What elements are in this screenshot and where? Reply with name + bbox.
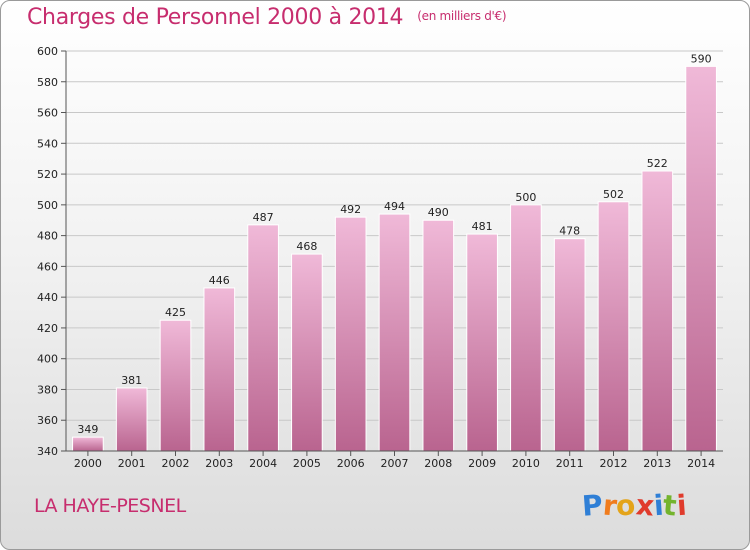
x-tick-label: 2000 <box>74 457 102 470</box>
x-tick-label: 2005 <box>293 457 321 470</box>
y-tick-label: 600 <box>37 45 58 58</box>
y-tick-label: 580 <box>37 76 58 89</box>
bar-2014[interactable] <box>685 65 717 452</box>
x-tick-label: 2003 <box>205 457 233 470</box>
bar-value-label: 522 <box>647 157 668 170</box>
bars: 349 381 425 446 487 468 492 494 490 481 500 478 502 5… <box>72 52 717 452</box>
bar-2011[interactable] <box>553 238 586 452</box>
bar-value-label: 490 <box>428 206 449 219</box>
bar-2013[interactable] <box>641 170 674 452</box>
y-tick-label: 380 <box>37 383 58 396</box>
bar-2007[interactable] <box>378 213 411 452</box>
bar-value-label: 481 <box>472 220 493 233</box>
logo-letter: P <box>580 488 604 523</box>
y-tick-label: 540 <box>37 137 58 150</box>
x-tick-label: 2011 <box>556 457 584 470</box>
bar-value-label: 487 <box>253 211 274 224</box>
y-tick-label: 360 <box>37 414 58 427</box>
chart-subtitle: (en milliers d'€) <box>417 9 507 23</box>
y-tick-label: 460 <box>37 260 58 273</box>
bar-value-label: 425 <box>165 306 186 319</box>
y-tick-label: 340 <box>37 445 58 458</box>
bar-2005[interactable] <box>291 253 323 452</box>
y-tick-label: 420 <box>37 322 58 335</box>
x-tick-label: 2008 <box>424 457 452 470</box>
y-tick-label: 500 <box>37 199 58 212</box>
bar-value-label: 468 <box>296 240 317 253</box>
proxiti-logo[interactable]: Proxiti <box>580 488 688 523</box>
bar-2002[interactable] <box>159 319 192 452</box>
bar-value-label: 590 <box>691 52 712 65</box>
bar-value-label: 494 <box>384 200 405 213</box>
bar-2012[interactable] <box>597 201 630 452</box>
y-tick-label: 400 <box>37 353 58 366</box>
y-tick-label: 520 <box>37 168 58 181</box>
bar-2000[interactable] <box>72 436 104 452</box>
logo-letter: i <box>675 488 688 523</box>
x-tick-label: 2013 <box>643 457 671 470</box>
logo-letter: x <box>634 488 656 523</box>
bar-2006[interactable] <box>334 216 367 452</box>
chart-title-text: Charges de Personnel 2000 à 2014 <box>27 5 404 30</box>
y-tick-label: 560 <box>37 107 58 120</box>
bar-value-label: 349 <box>77 423 98 436</box>
x-tick-label: 2006 <box>337 457 365 470</box>
x-tick-label: 2004 <box>249 457 277 470</box>
x-tick-label: 2012 <box>600 457 628 470</box>
bar-value-label: 492 <box>340 203 361 216</box>
x-tick-label: 2014 <box>687 457 715 470</box>
bar-2010[interactable] <box>510 204 542 452</box>
bar-value-label: 478 <box>559 225 580 238</box>
bar-2004[interactable] <box>247 224 279 452</box>
chart-title: Charges de Personnel 2000 à 2014 (en mill… <box>27 5 507 30</box>
x-tick-label: 2010 <box>512 457 540 470</box>
x-tick-label: 2009 <box>468 457 496 470</box>
x-tick-label: 2007 <box>381 457 409 470</box>
bar-2003[interactable] <box>203 287 236 452</box>
x-tick-label: 2001 <box>118 457 146 470</box>
bar-value-label: 500 <box>515 191 536 204</box>
x-tick-label: 2002 <box>162 457 190 470</box>
bar-2001[interactable] <box>115 387 148 452</box>
commune-name: LA HAYE-PESNEL <box>34 495 186 517</box>
logo-letter: o <box>615 488 637 523</box>
bar-value-label: 381 <box>121 374 142 387</box>
axes: 340 360 380 400 420 440 460 480 500 520 540 560 580 6… <box>37 45 723 470</box>
bar-2008[interactable] <box>422 219 455 452</box>
bar-2009[interactable] <box>466 233 498 452</box>
bar-value-label: 502 <box>603 188 624 201</box>
y-tick-label: 440 <box>37 291 58 304</box>
y-tick-label: 480 <box>37 230 58 243</box>
bar-value-label: 446 <box>209 274 230 287</box>
